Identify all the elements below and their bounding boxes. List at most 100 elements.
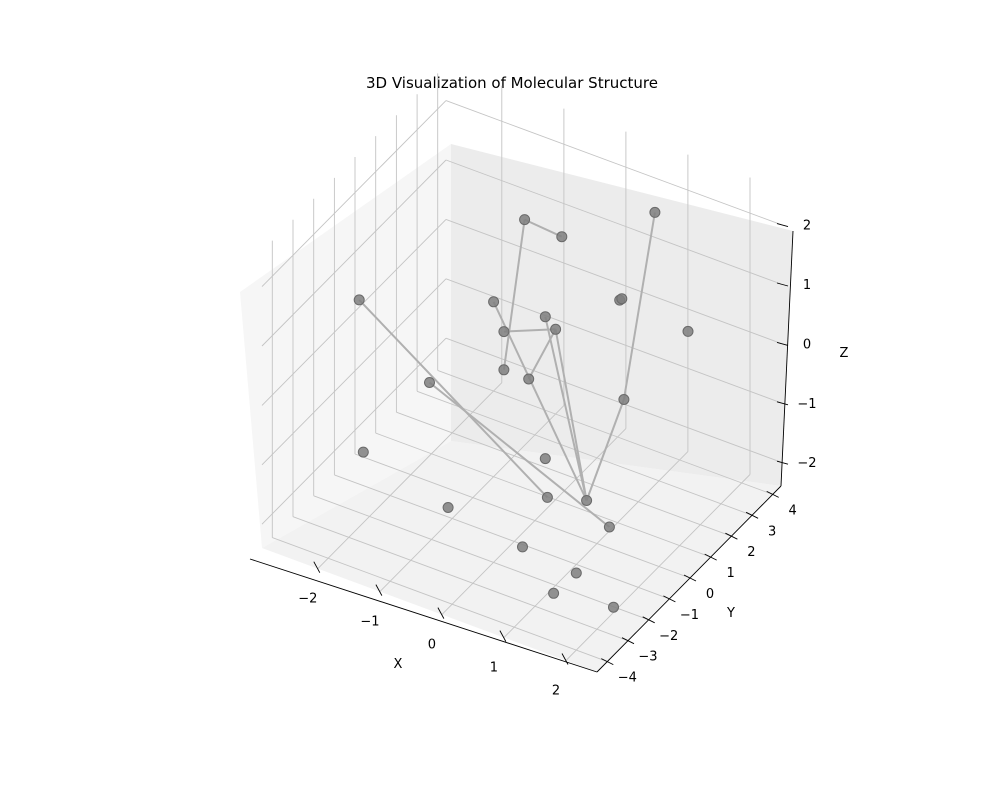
atoms [353, 206, 694, 613]
y-gridline-floor [272, 537, 608, 663]
z-gridline-back [445, 218, 782, 344]
z-tick-mark [776, 460, 789, 465]
y-gridline-floor [416, 390, 753, 516]
z-tick-mark [776, 341, 789, 346]
y-tick-mark [621, 637, 635, 645]
bond-line [492, 301, 588, 501]
z-gridline-side [261, 100, 447, 287]
y-axis-label: Y [726, 606, 735, 621]
y-tick-mark [766, 490, 779, 498]
back-pane [451, 144, 793, 486]
x-tick-label: 1 [490, 661, 498, 676]
y-tick-label: 0 [706, 587, 714, 602]
floor-pane [262, 441, 781, 672]
z-gridline-side [261, 219, 447, 406]
atom-point [539, 453, 551, 465]
atom-point [523, 373, 535, 385]
z-tick-label: −2 [797, 456, 816, 471]
atom-point [608, 601, 619, 613]
x-tick-mark [375, 584, 383, 596]
atom-point [618, 394, 630, 405]
atom-point [442, 502, 454, 513]
atom-point [649, 206, 661, 218]
chart-title: 3D Visualization of Molecular Structure [366, 74, 658, 92]
bond-line [544, 316, 588, 501]
atom-point [603, 521, 615, 533]
atom-point [616, 293, 628, 305]
y-tick-mark [704, 553, 717, 561]
atom-point [550, 323, 562, 335]
atom-point [498, 326, 510, 338]
y-gridline-floor [292, 516, 629, 642]
y-tick-label: 4 [789, 503, 797, 518]
atom-point [357, 446, 369, 458]
bond-line [502, 219, 526, 370]
y-tick-label: 1 [727, 566, 735, 581]
bond-line [585, 399, 625, 501]
z-gridline-side [261, 159, 447, 347]
atom-point [556, 231, 568, 243]
z-axis-label: Z [840, 346, 849, 361]
atom-point [548, 587, 560, 599]
z-axis-line [780, 230, 794, 487]
atom-point [570, 567, 582, 579]
bond-line [622, 212, 656, 400]
z-tick-mark [776, 223, 789, 228]
y-tick-mark [663, 595, 676, 603]
y-gridline-floor [354, 453, 691, 579]
x-tick-mark [313, 561, 321, 573]
y-tick-label: 3 [768, 524, 776, 539]
y-tick-mark [601, 658, 614, 666]
z-tick-label: −1 [797, 397, 816, 412]
atom-point [541, 491, 553, 503]
bond-line [503, 328, 556, 333]
z-tick-label: 2 [803, 219, 811, 234]
y-gridline-floor [334, 474, 670, 600]
x-axis-line [249, 558, 598, 673]
atom-point [519, 214, 531, 226]
atom-point [581, 495, 593, 506]
y-gridline-floor [396, 411, 732, 537]
z-tick-mark [776, 401, 789, 406]
atom-point [498, 364, 510, 376]
atom-point [424, 377, 435, 388]
y-tick-label: −2 [659, 629, 678, 644]
z-tick-mark [776, 282, 789, 287]
bond-line [428, 381, 611, 528]
x-tick-label: 0 [428, 638, 436, 653]
z-gridline-back [445, 337, 782, 463]
z-gridline-side [261, 278, 447, 466]
x-tick-mark [499, 630, 507, 642]
z-gridline-side [261, 337, 447, 525]
bond-line [527, 328, 557, 380]
atom-point [517, 541, 528, 553]
z-gridline-back [445, 278, 782, 404]
bond-line [554, 329, 588, 501]
y-tick-label: −4 [618, 671, 637, 686]
y-tick-mark [683, 574, 697, 582]
bonds [358, 212, 656, 528]
x-tick-mark [437, 607, 445, 619]
y-tick-mark [745, 511, 759, 519]
x-tick-label: 2 [552, 684, 560, 699]
z-tick-label: 0 [803, 337, 811, 352]
x-gridline-floor [503, 451, 689, 638]
x-tick-label: −1 [360, 615, 379, 630]
bond-line [524, 218, 563, 238]
y-gridline-floor [437, 369, 773, 495]
z-gridline-back [445, 159, 782, 285]
y-tick-label: −3 [638, 650, 657, 665]
gridlines [261, 73, 782, 663]
y-tick-mark [642, 616, 655, 624]
bond-line [358, 299, 549, 499]
atom-point [488, 296, 500, 308]
y-tick-label: −1 [680, 608, 699, 623]
y-tick-label: 2 [747, 545, 755, 560]
atom-point [682, 325, 694, 337]
atom-point [353, 294, 365, 306]
x-tick-label: −2 [298, 592, 317, 607]
z-tick-label: 1 [803, 278, 811, 293]
x-axis-label: X [394, 657, 403, 672]
y-gridline-floor [313, 495, 649, 621]
